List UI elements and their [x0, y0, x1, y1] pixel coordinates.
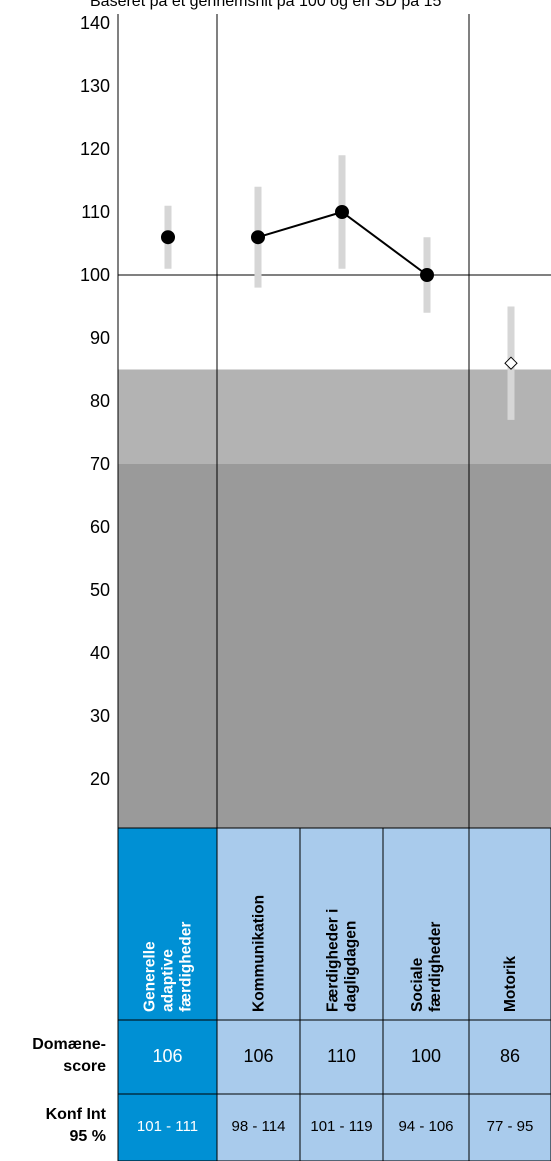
ci-cell	[216, 1093, 301, 1161]
data-point	[251, 230, 265, 245]
category-label-line: Sociale	[409, 957, 426, 1012]
category-label: Generelle adaptive færdigheder	[142, 922, 195, 1012]
category-label: Sociale færdigheder	[409, 922, 444, 1012]
category-label-line: Motorik	[502, 956, 519, 1012]
category-label: Færdigheder i dagligdagen	[325, 909, 360, 1012]
confidence-interval-value: 101 - 119	[310, 1118, 372, 1135]
y-tick-label: 140	[80, 13, 110, 33]
category-label: Kommunikation	[251, 895, 268, 1012]
domain-score-label-line: score	[63, 1058, 106, 1075]
category-cell	[382, 827, 470, 1021]
confidence-interval-value: 77 - 95	[487, 1118, 534, 1135]
score-cell	[216, 1019, 301, 1095]
category-label-line: færdigheder	[427, 922, 444, 1012]
data-point	[335, 205, 349, 219]
category-cell	[468, 827, 551, 1021]
domain-score-label: Domæne-score	[32, 1036, 106, 1075]
category-label-line: færdigheder	[178, 922, 195, 1012]
score-band-1	[118, 464, 551, 828]
data-point	[420, 268, 434, 282]
y-tick-label: 100	[80, 265, 110, 285]
confidence-interval-value: 94 - 106	[398, 1118, 453, 1135]
y-tick-label: 130	[80, 76, 110, 96]
category-label-line: Færdigheder i	[325, 909, 342, 1012]
domain-score-value: 110	[327, 1046, 356, 1066]
y-tick-label: 120	[80, 139, 110, 159]
ci-label-line: 95 %	[70, 1128, 106, 1145]
y-tick-label: 70	[90, 454, 110, 474]
ci-cell	[468, 1093, 551, 1161]
data-point	[504, 356, 518, 370]
ci-label: Konf Int 95 %	[46, 1106, 107, 1145]
category-label: Motorik	[502, 956, 519, 1012]
category-label-line: adaptive	[160, 949, 177, 1012]
domain-score-value: 106	[243, 1046, 273, 1066]
y-tick-label: 110	[81, 202, 110, 222]
confidence-interval-value: 101 - 111	[137, 1118, 198, 1135]
category-cell	[299, 827, 384, 1021]
y-tick-label: 20	[90, 769, 110, 789]
ci-cell	[382, 1093, 470, 1161]
score-cell	[117, 1019, 218, 1095]
domain-score-value: 106	[152, 1046, 182, 1066]
category-label-line: Generelle	[142, 941, 159, 1012]
confidence-interval-value: 98 - 114	[232, 1118, 286, 1135]
y-tick-label: 40	[90, 643, 110, 663]
ci-label-line: Konf Int	[46, 1106, 107, 1123]
y-tick-label: 60	[90, 517, 110, 537]
score-cell	[299, 1019, 384, 1095]
y-tick-label: 90	[90, 328, 110, 348]
chart-title: Baseret på et gennemsnit på 100 og en SD…	[90, 0, 441, 10]
y-tick-label: 80	[90, 391, 110, 411]
category-label-line: dagligdagen	[343, 921, 360, 1012]
domain-score-value: 86	[500, 1046, 520, 1066]
domain-score-value: 100	[411, 1046, 441, 1066]
data-point	[161, 230, 175, 245]
ci-cell	[299, 1093, 384, 1161]
score-band-0	[118, 369, 551, 464]
category-label-line: Kommunikation	[251, 895, 268, 1012]
domain-score-label-line: Domæne-	[32, 1036, 106, 1053]
category-cell	[117, 827, 218, 1021]
y-tick-label: 30	[90, 706, 110, 726]
y-tick-label: 50	[90, 580, 110, 600]
